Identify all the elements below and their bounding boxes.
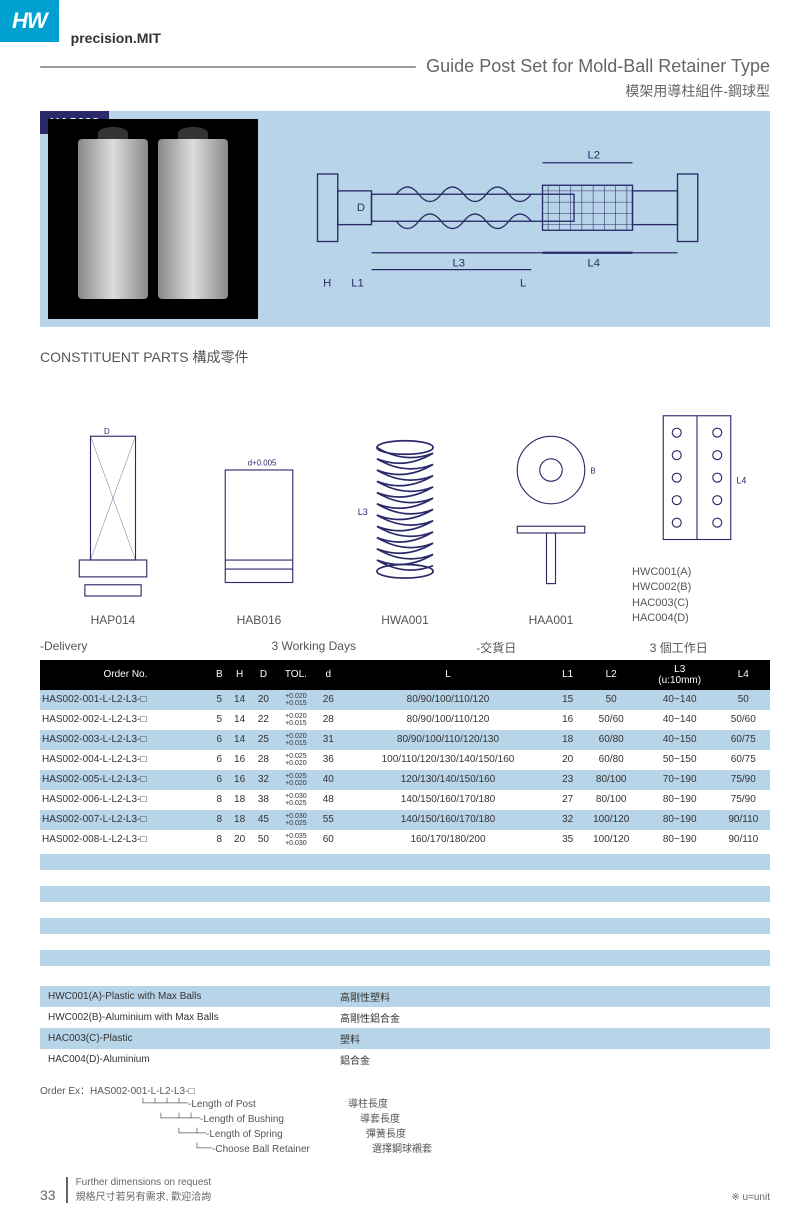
svg-text:B: B bbox=[590, 466, 595, 475]
table-header: L3(u:10mm) bbox=[643, 660, 717, 690]
section-title-parts: CONSTITUENT PARTS 構成零件 bbox=[40, 347, 770, 367]
svg-text:L4: L4 bbox=[588, 257, 601, 269]
part-retainer: L4 HWC001(A) HWC002(B) HAC003(C) HAC004(… bbox=[632, 382, 762, 627]
svg-text:d+0.005: d+0.005 bbox=[248, 458, 277, 467]
product-section: HAS002 bbox=[40, 111, 770, 327]
table-row: HAS002-001-L-L2-L3-□51420+0.020+0.015268… bbox=[40, 690, 770, 710]
order-example: Order Ex：HAS002-001-L-L2-L3-□ └─┴─┴─┴─-L… bbox=[40, 1082, 770, 1157]
product-photo bbox=[48, 119, 258, 319]
footer-note: ※ u=unit bbox=[731, 1192, 770, 1203]
part-hwa001: L3 HWA001 bbox=[340, 425, 470, 627]
spec-table: Order No.BHDTOL.dLL1L2L3(u:10mm)L4 HAS00… bbox=[40, 660, 770, 850]
order-tree-item: └──-Choose Ball Retainer選擇鋼球襯套 bbox=[140, 1142, 770, 1157]
part-haa001: B HAA001 bbox=[486, 425, 616, 627]
svg-text:L: L bbox=[520, 278, 526, 290]
material-row: HWC001(A)-Plastic with Max Balls高剛性塑料 bbox=[40, 986, 770, 1007]
technical-drawing-main: L2 L L3 L4 L1 H D bbox=[278, 119, 762, 319]
empty-stripes bbox=[40, 854, 770, 966]
table-header: d bbox=[316, 660, 340, 690]
table-header: L1 bbox=[556, 660, 580, 690]
delivery-row: -Delivery 3 Working Days -交貨日 3 個工作日 bbox=[40, 635, 770, 660]
svg-text:D: D bbox=[357, 202, 365, 214]
table-row: HAS002-002-L-L2-L3-□51422+0.020+0.015288… bbox=[40, 710, 770, 730]
title-chinese: 模架用導柱組件-鋼球型 bbox=[40, 81, 770, 101]
order-tree-item: └──┴─┴─-Length of Bushing導套長度 bbox=[140, 1112, 770, 1127]
svg-text:L4: L4 bbox=[736, 475, 746, 485]
footer-text-en: Further dimensions on request bbox=[76, 1177, 212, 1188]
order-tree-item: └─┴─┴─┴─-Length of Post導柱長度 bbox=[140, 1097, 770, 1112]
material-row: HAC004(D)-Aluminium鋁合金 bbox=[40, 1049, 770, 1070]
table-row: HAS002-006-L-L2-L3-□81838+0.030+0.025481… bbox=[40, 790, 770, 810]
footer-text-zh: 規格尺寸若另有需求, 歡迎洽詢 bbox=[76, 1188, 212, 1203]
svg-text:H: H bbox=[323, 278, 331, 290]
part-hab016: d+0.005 HAB016 bbox=[194, 425, 324, 627]
brand: precision.MIT bbox=[71, 30, 161, 46]
title-block: Guide Post Set for Mold-Ball Retainer Ty… bbox=[40, 56, 770, 101]
table-row: HAS002-008-L-L2-L3-□82050+0.035+0.030601… bbox=[40, 830, 770, 850]
table-header: L bbox=[340, 660, 555, 690]
part-hap014: D HAP014 bbox=[48, 425, 178, 627]
logo: HW bbox=[12, 8, 47, 34]
table-row: HAS002-003-L-L2-L3-□61425+0.020+0.015318… bbox=[40, 730, 770, 750]
title-english: Guide Post Set for Mold-Ball Retainer Ty… bbox=[426, 56, 770, 77]
parts-row: D HAP014 d+0.005 HAB016 L3 HWA001 bbox=[40, 382, 770, 627]
part-label: HAB016 bbox=[194, 613, 324, 627]
order-tree-item: └──┴─-Length of Spring彈簧長度 bbox=[140, 1127, 770, 1142]
material-row: HWC002(B)-Aluminium with Max Balls高剛性鋁合金 bbox=[40, 1007, 770, 1028]
table-row: HAS002-004-L-L2-L3-□61628+0.025+0.020361… bbox=[40, 750, 770, 770]
table-header: L2 bbox=[580, 660, 643, 690]
svg-text:L3: L3 bbox=[358, 507, 368, 517]
svg-text:L1: L1 bbox=[351, 278, 364, 290]
part-label: HWA001 bbox=[340, 613, 470, 627]
page-number: 33 bbox=[40, 1187, 56, 1203]
table-header: Order No. bbox=[40, 660, 211, 690]
material-row: HAC003(C)-Plastic塑料 bbox=[40, 1028, 770, 1049]
footer: 33 Further dimensions on request 規格尺寸若另有… bbox=[40, 1177, 770, 1203]
svg-text:L2: L2 bbox=[588, 149, 601, 161]
table-header: L4 bbox=[717, 660, 770, 690]
material-table: HWC001(A)-Plastic with Max Balls高剛性塑料HWC… bbox=[40, 986, 770, 1070]
part-label: HAP014 bbox=[48, 613, 178, 627]
table-header: H bbox=[228, 660, 252, 690]
table-header: B bbox=[211, 660, 228, 690]
retainer-variant-labels: HWC001(A) HWC002(B) HAC003(C) HAC004(D) bbox=[632, 565, 762, 627]
table-header: D bbox=[252, 660, 276, 690]
table-header: TOL. bbox=[275, 660, 316, 690]
logo-block: HW bbox=[0, 0, 59, 42]
table-row: HAS002-005-L-L2-L3-□61632+0.025+0.020401… bbox=[40, 770, 770, 790]
svg-text:L3: L3 bbox=[453, 257, 466, 269]
svg-text:D: D bbox=[104, 427, 110, 436]
part-label: HAA001 bbox=[486, 613, 616, 627]
table-row: HAS002-007-L-L2-L3-□81845+0.030+0.025551… bbox=[40, 810, 770, 830]
